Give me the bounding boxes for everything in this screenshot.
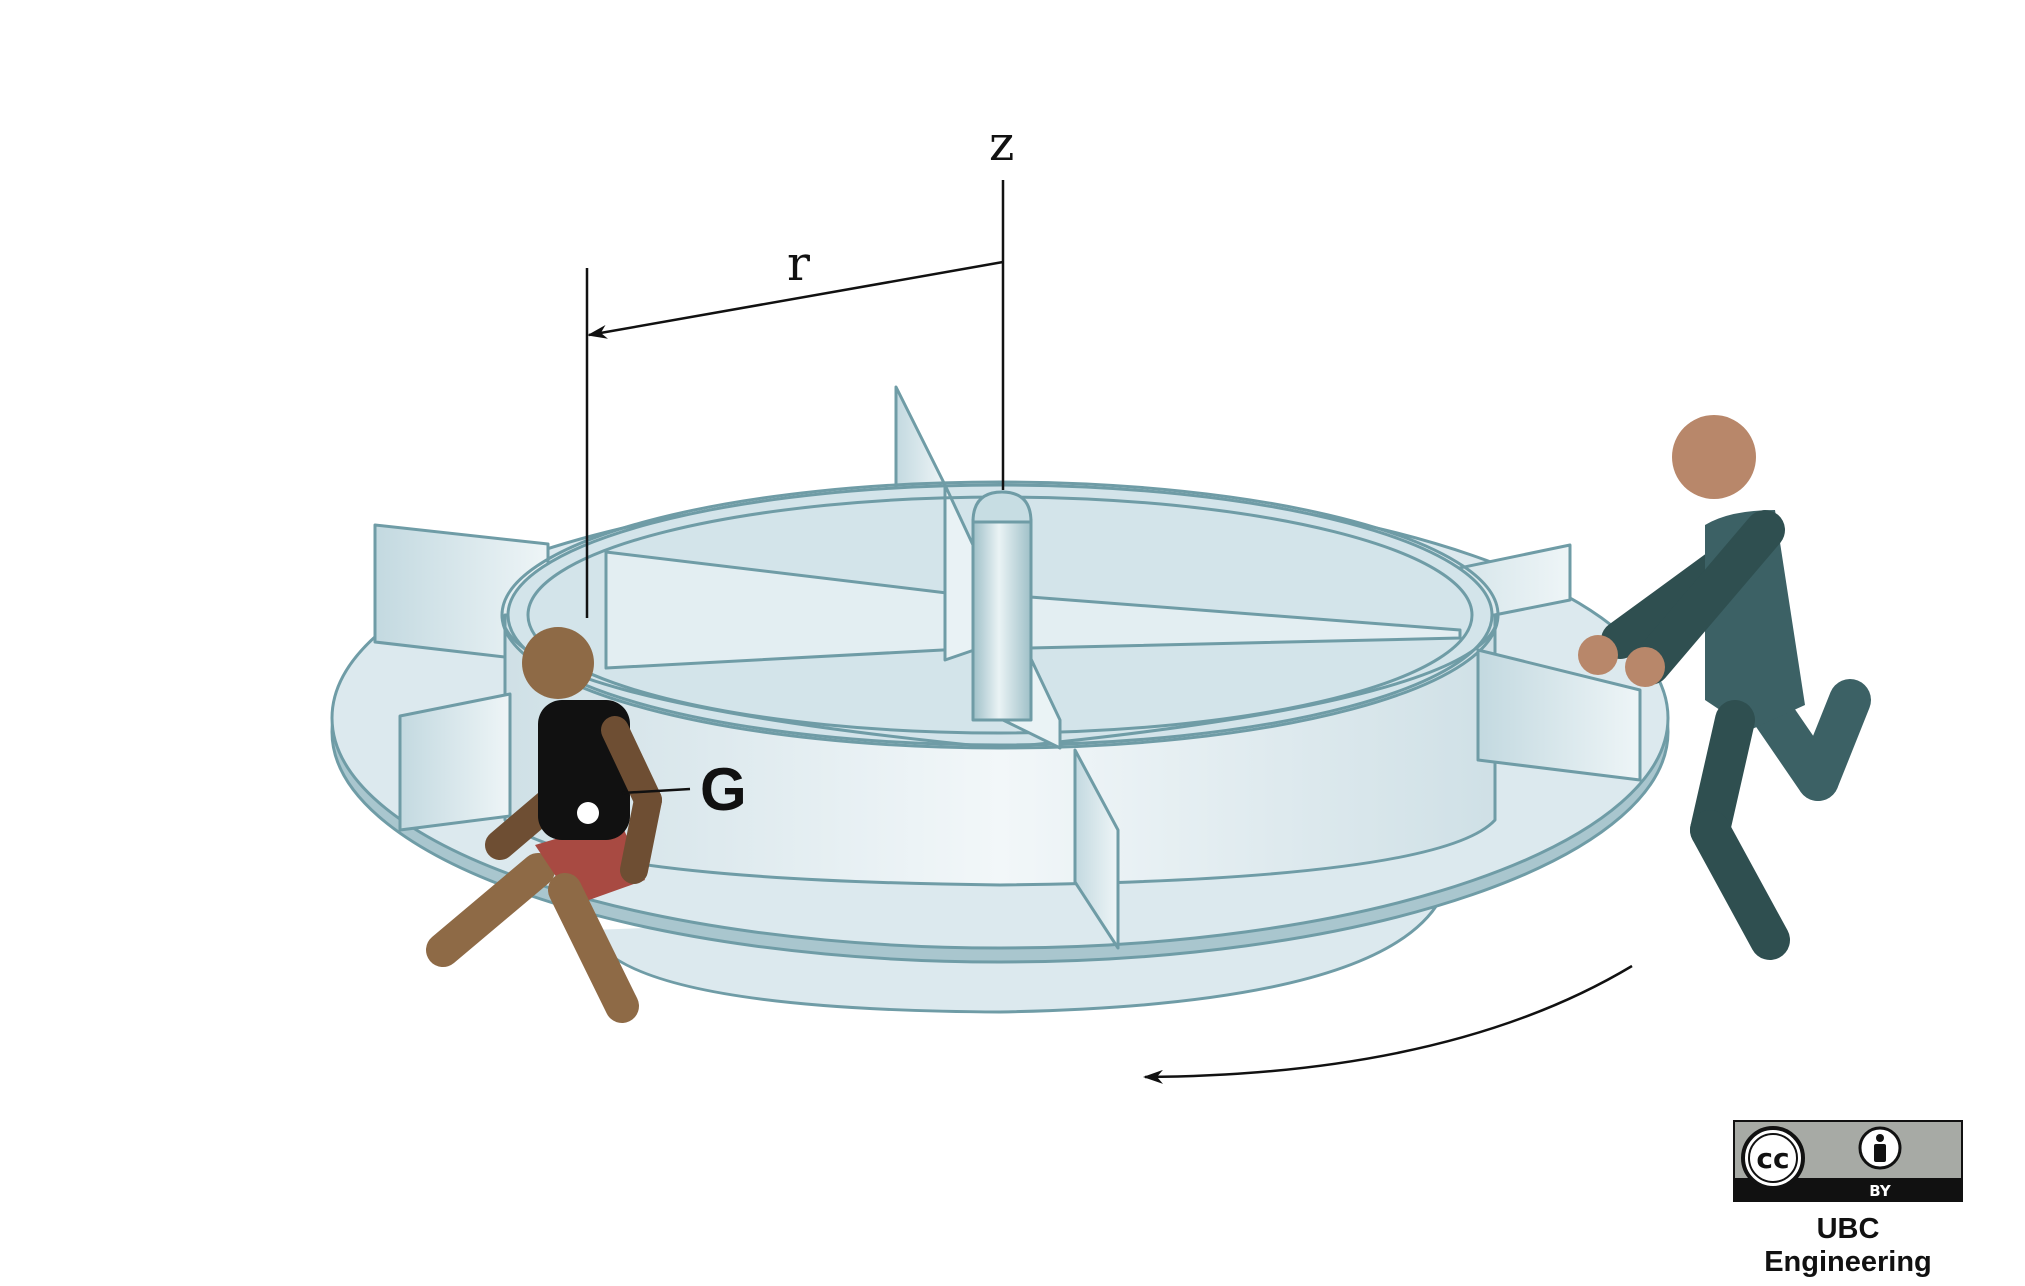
center-of-mass-dot bbox=[577, 802, 599, 824]
adult-figure bbox=[1578, 415, 1871, 960]
adult-front-arm bbox=[1630, 510, 1785, 685]
radius-label: r bbox=[787, 236, 810, 292]
center-of-mass-label: G bbox=[700, 756, 747, 823]
child-front-arm-lower bbox=[620, 786, 662, 884]
radius-arrow bbox=[587, 260, 1004, 339]
adult-back-leg-lower bbox=[1797, 679, 1871, 801]
cc-by-badge: cc BY bbox=[1733, 1120, 1963, 1202]
child-front-leg bbox=[548, 873, 639, 1023]
cc-icon bbox=[1741, 1126, 1805, 1190]
pole-cap bbox=[971, 490, 1033, 524]
central-pole bbox=[971, 518, 1033, 722]
adult-head bbox=[1672, 415, 1756, 499]
dimension-lines bbox=[585, 180, 1005, 618]
platform bbox=[330, 385, 1670, 1014]
svg-text:cc: cc bbox=[1756, 1142, 1789, 1175]
child-back-leg bbox=[426, 853, 555, 967]
credit-text: UBC Engineering bbox=[1764, 1213, 1932, 1278]
child-head bbox=[522, 627, 594, 699]
by-label: BY bbox=[1869, 1182, 1892, 1200]
adult-front-hand bbox=[1625, 647, 1665, 687]
z-axis-label: z bbox=[989, 116, 1014, 172]
adult-back-hand bbox=[1578, 635, 1618, 675]
fin-front-center bbox=[1073, 748, 1120, 950]
fin-front-left bbox=[398, 692, 512, 832]
adult-front-leg-lower bbox=[1690, 810, 1790, 960]
center-of-mass-leader bbox=[621, 787, 691, 795]
fin-front-right bbox=[1476, 648, 1642, 782]
rotation-arrow bbox=[1143, 964, 1633, 1084]
child-figure bbox=[426, 627, 662, 1023]
